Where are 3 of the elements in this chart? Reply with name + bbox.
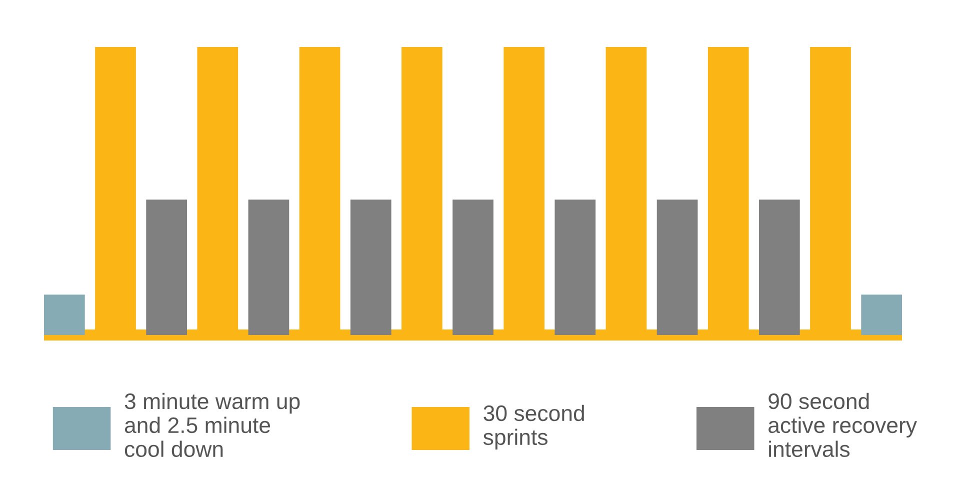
legend-label: 3 minute warm up and 2.5 minute cool down bbox=[124, 392, 300, 458]
legend-label: 30 second sprints bbox=[483, 404, 584, 450]
legend-label: 90 second active recovery intervals bbox=[768, 392, 917, 458]
